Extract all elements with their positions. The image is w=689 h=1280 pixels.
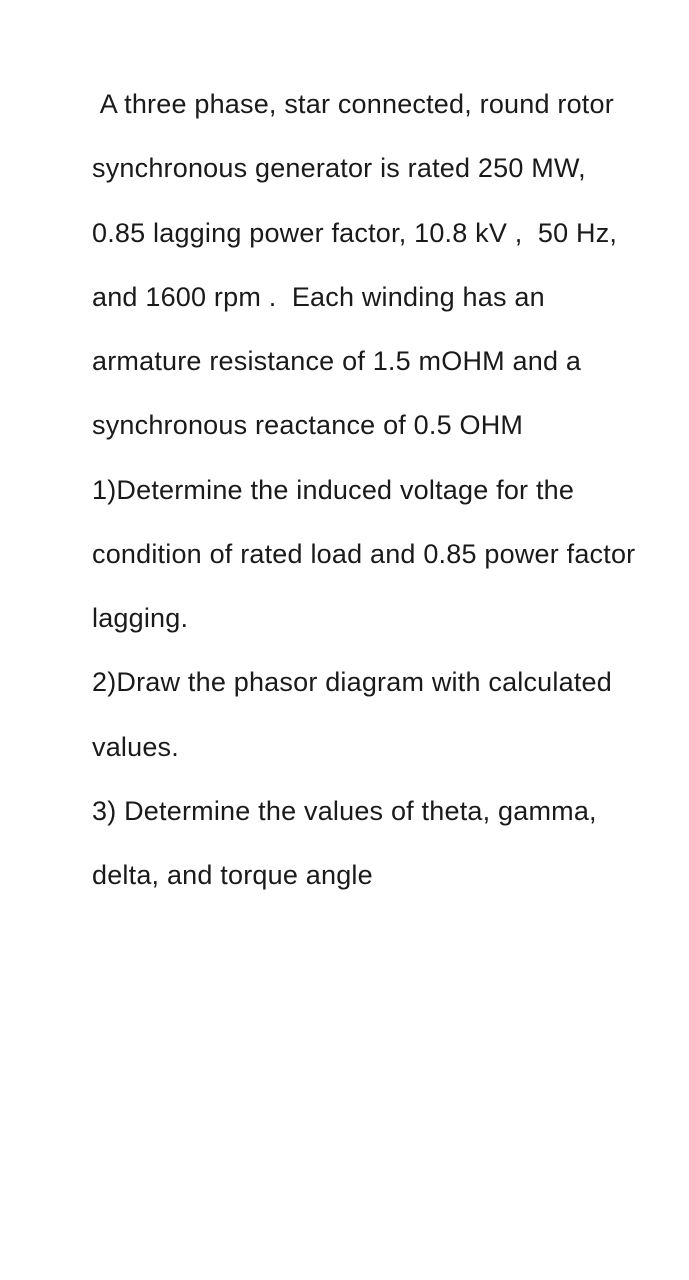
document-page: A three phase, star connected, round rot… (0, 0, 689, 967)
question-1: 1)Determine the induced voltage for the … (92, 458, 649, 651)
question-2: 2)Draw the phasor diagram with calculate… (92, 650, 649, 779)
question-3: 3) Determine the values of theta, gamma,… (92, 779, 649, 908)
problem-statement: A three phase, star connected, round rot… (92, 72, 649, 458)
